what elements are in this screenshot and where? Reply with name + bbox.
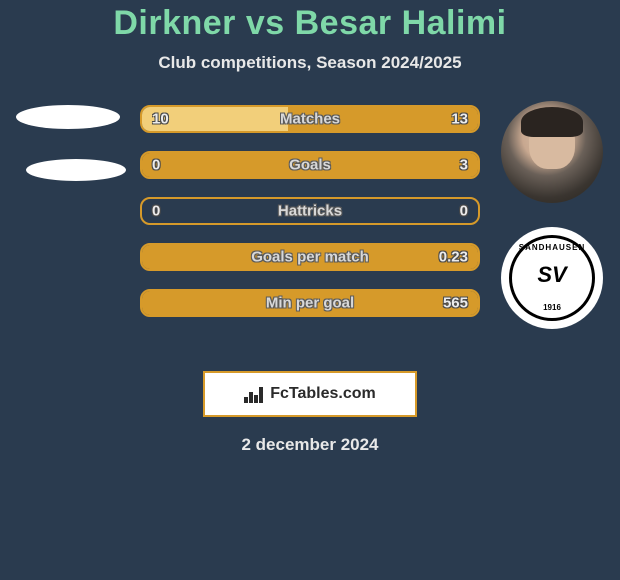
club-badge-sv: SV	[537, 265, 566, 285]
club-badge-inner: SANDHAUSEN SV 1916	[509, 235, 595, 321]
player-left-badge-placeholder	[26, 159, 126, 181]
bar-row: 565Min per goal	[140, 289, 480, 317]
date-line: 2 december 2024	[0, 435, 620, 455]
player-right-photo	[501, 101, 603, 203]
club-badge-name: SANDHAUSEN	[512, 243, 592, 252]
bar-label: Goals per match	[142, 249, 478, 266]
header: Dirkner vs Besar Halimi Club competition…	[0, 0, 620, 73]
page-title: Dirkner vs Besar Halimi	[0, 4, 620, 43]
bar-label: Goals	[142, 157, 478, 174]
player-left-column	[8, 105, 128, 181]
club-badge-year: 1916	[512, 303, 592, 312]
comparison-bars: 1013Matches 03Goals 00Hattricks 0.23Goals p…	[140, 105, 480, 335]
attribution-box: FcTables.com	[203, 371, 417, 417]
bar-row: 00Hattricks	[140, 197, 480, 225]
player-left-photo-placeholder	[16, 105, 120, 129]
player-right-club-badge: SANDHAUSEN SV 1916	[501, 227, 603, 329]
bar-chart-icon	[244, 385, 266, 403]
bar-row: 0.23Goals per match	[140, 243, 480, 271]
bar-label: Min per goal	[142, 295, 478, 312]
bar-label: Hattricks	[142, 203, 478, 220]
comparison-content: SANDHAUSEN SV 1916 1013Matches 03Goals 00H…	[0, 105, 620, 365]
attribution-text: FcTables.com	[270, 385, 376, 403]
page-subtitle: Club competitions, Season 2024/2025	[0, 53, 620, 73]
player-right-column: SANDHAUSEN SV 1916	[492, 105, 612, 329]
bar-label: Matches	[142, 111, 478, 128]
bar-row: 1013Matches	[140, 105, 480, 133]
bar-row: 03Goals	[140, 151, 480, 179]
